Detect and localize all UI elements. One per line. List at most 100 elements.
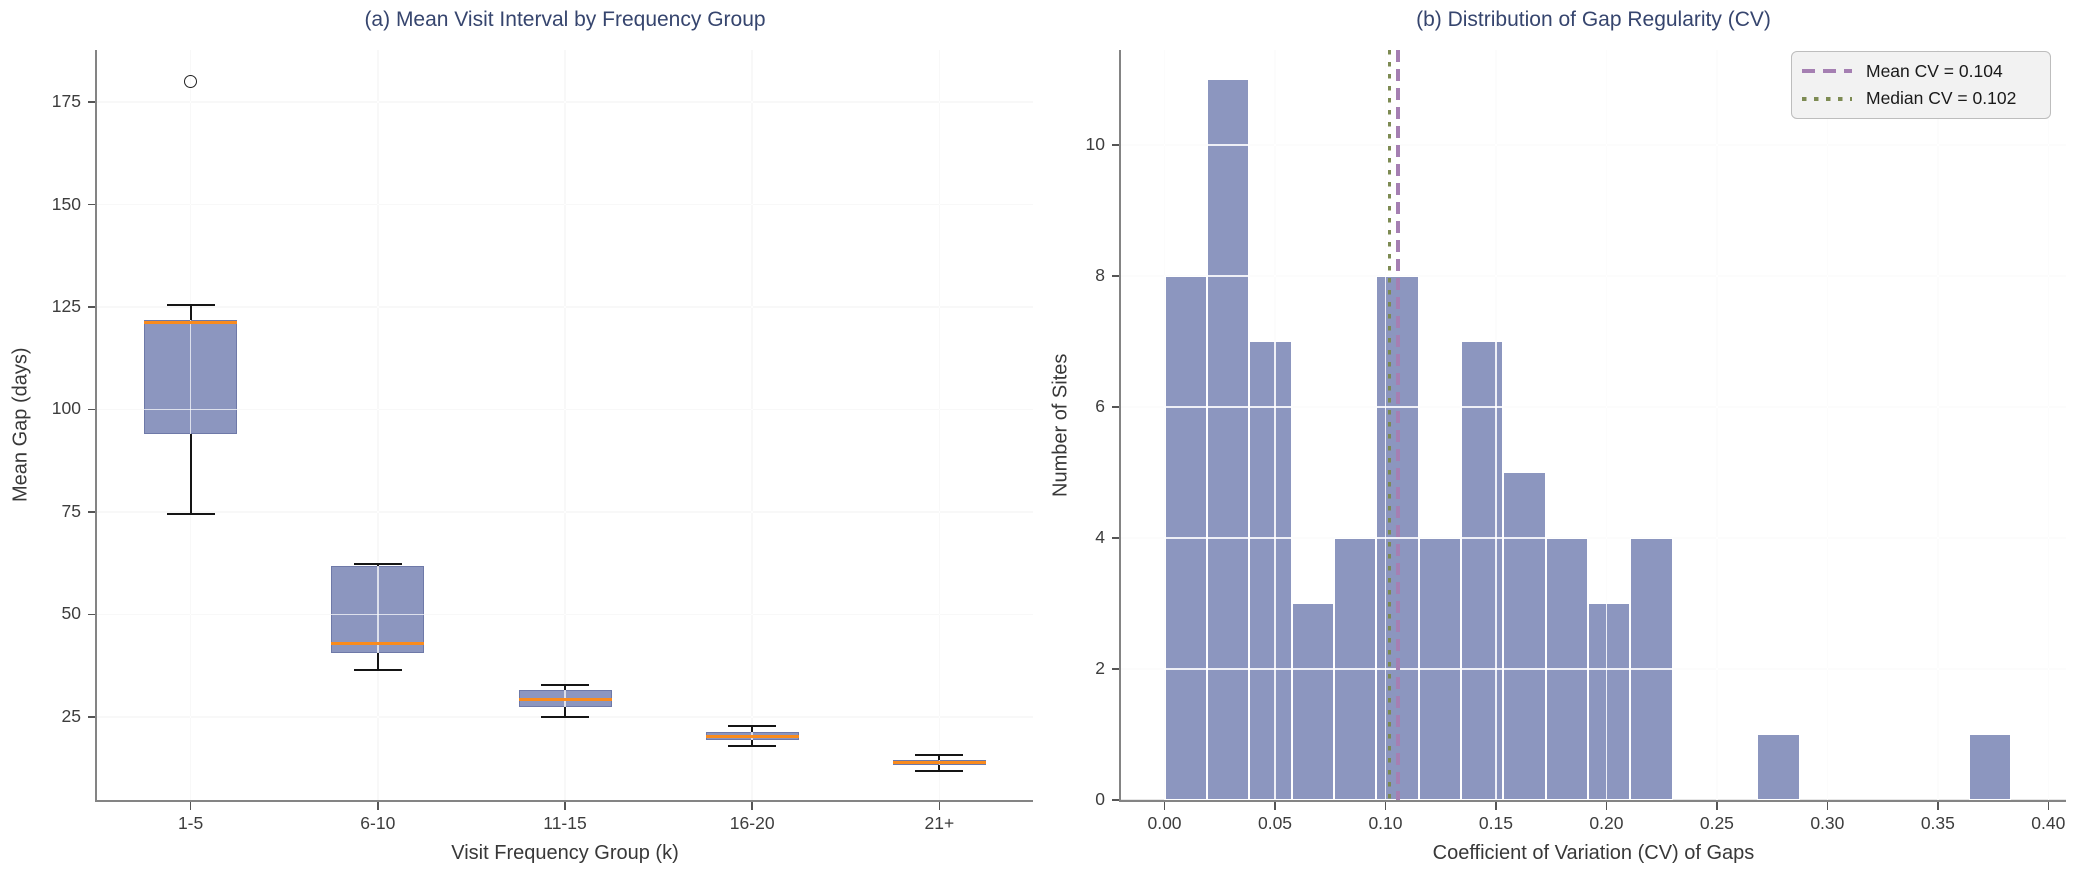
x-tick-mark [1716, 802, 1718, 810]
grid-overlay-v [564, 50, 566, 800]
grid-overlay-v [1937, 50, 1939, 800]
spine-bottom [1119, 800, 2066, 802]
y-tick-label: 25 [61, 705, 81, 726]
x-tick-mark [1274, 802, 1276, 810]
whisker-cap-lower [728, 745, 777, 748]
x-tick-label: 0.30 [1810, 813, 1845, 833]
grid-overlay-v [1163, 50, 1166, 800]
legend-item-median-cv: Median CV = 0.102 [1802, 88, 2040, 109]
histogram-bar [1206, 79, 1250, 800]
x-tick-label: 11-15 [543, 813, 587, 833]
x-tick-mark [189, 802, 192, 810]
x-tick-label: 21+ [924, 813, 955, 833]
y-tick-label: 75 [61, 500, 81, 521]
grid-overlay-h [1121, 406, 2066, 408]
whisker-cap-lower [915, 769, 964, 772]
x-tick-label: 0.15 [1478, 813, 1513, 833]
grid-overlay-h [1121, 275, 2066, 277]
whisker-cap-upper [166, 303, 215, 306]
y-tick-mark [88, 203, 96, 206]
median-cv-line [1388, 50, 1392, 800]
x-tick-label: 0.05 [1257, 813, 1293, 833]
legend-label-mean-cv: Mean CV = 0.104 [1866, 60, 2003, 81]
y-tick-mark [1112, 537, 1120, 539]
whisker-cap-upper [915, 754, 964, 757]
whisker-cap-upper [353, 562, 402, 565]
x-tick-label: 0.20 [1589, 813, 1624, 833]
y-tick-label: 150 [51, 193, 81, 214]
whisker-line-upper [751, 725, 754, 733]
grid-overlay-h [1121, 668, 2066, 670]
x-tick-mark [1937, 802, 1939, 810]
median-line [144, 320, 238, 324]
y-tick-mark [1112, 406, 1120, 408]
x-tick-label: 1-5 [177, 813, 204, 833]
y-tick-label: 10 [1085, 133, 1105, 154]
x-tick-mark [1495, 802, 1497, 810]
grid-overlay-h [1121, 537, 2066, 539]
median-line [331, 642, 425, 646]
whisker-line-upper [938, 755, 941, 760]
whisker-line-upper [564, 685, 566, 691]
grid-overlay-v [377, 50, 379, 800]
y-tick-mark [1112, 144, 1120, 146]
y-tick-mark [88, 613, 96, 616]
y-tick-label: 0 [1095, 789, 1105, 809]
whisker-line-lower [751, 739, 754, 747]
histogram-bar [1587, 603, 1631, 800]
panel-b-title: (b) Distribution of Gap Regularity (CV) [1416, 8, 1771, 31]
spine-left [1119, 50, 1121, 802]
grid-overlay-v [1826, 50, 1829, 800]
x-tick-mark [751, 802, 753, 810]
x-tick-label: 0.00 [1147, 813, 1182, 833]
grid-overlay-v [2047, 50, 2050, 800]
mean-cv-dashed-line-swatch [1802, 69, 1852, 74]
x-tick-mark [938, 802, 941, 810]
y-tick-label: 50 [61, 603, 81, 624]
grid-overlay-v [189, 50, 192, 800]
whisker-cap-upper [728, 724, 777, 727]
x-tick-mark [2047, 802, 2050, 810]
x-tick-label: 6-10 [360, 813, 396, 833]
x-tick-label: 0.35 [1920, 813, 1955, 833]
grid-overlay-v [751, 50, 753, 800]
median-line [518, 698, 612, 701]
grid-overlay-v [1495, 50, 1497, 800]
x-tick-label: 0.40 [2031, 813, 2066, 833]
histogram-bar [1460, 341, 1504, 800]
y-tick-label: 2 [1095, 657, 1105, 678]
panel-a-title: (a) Mean Visit Interval by Frequency Gro… [364, 8, 766, 31]
y-tick-mark [1112, 668, 1120, 670]
grid-overlay-h [1121, 144, 2066, 146]
whisker-line-upper [376, 563, 379, 566]
y-tick-label: 6 [1095, 395, 1105, 416]
median-line [705, 735, 799, 738]
histogram-bar [1503, 472, 1546, 800]
panel-a-x-axis-label: Visit Frequency Group (k) [451, 842, 679, 864]
x-tick-mark [564, 802, 566, 810]
grid-overlay-v [1384, 50, 1387, 800]
y-tick-label: 100 [51, 398, 81, 419]
y-tick-mark [88, 716, 96, 718]
mean-cv-line [1396, 50, 1400, 800]
x-tick-mark [1826, 802, 1829, 810]
whisker-line-lower [189, 434, 192, 514]
histogram-bar [1757, 734, 1800, 800]
panel-b-x-axis-label: Coefficient of Variation (CV) of Gaps [1432, 842, 1755, 864]
x-tick-mark [1605, 802, 1608, 810]
x-tick-mark [377, 802, 379, 810]
legend: Mean CV = 0.104 Median CV = 0.102 [1791, 51, 2051, 119]
spine-bottom [95, 800, 1033, 802]
y-tick-mark [1112, 799, 1120, 801]
x-tick-mark [1163, 802, 1166, 810]
y-tick-mark [88, 101, 96, 103]
whisker-line-lower [564, 706, 566, 717]
whisker-line-lower [938, 765, 941, 771]
median-line [892, 760, 986, 764]
y-tick-label: 4 [1095, 526, 1105, 547]
grid-overlay-v [1605, 50, 1608, 800]
y-tick-mark [1112, 275, 1120, 277]
x-tick-label: 0.25 [1699, 813, 1734, 833]
x-tick-label: 16-20 [729, 813, 775, 833]
